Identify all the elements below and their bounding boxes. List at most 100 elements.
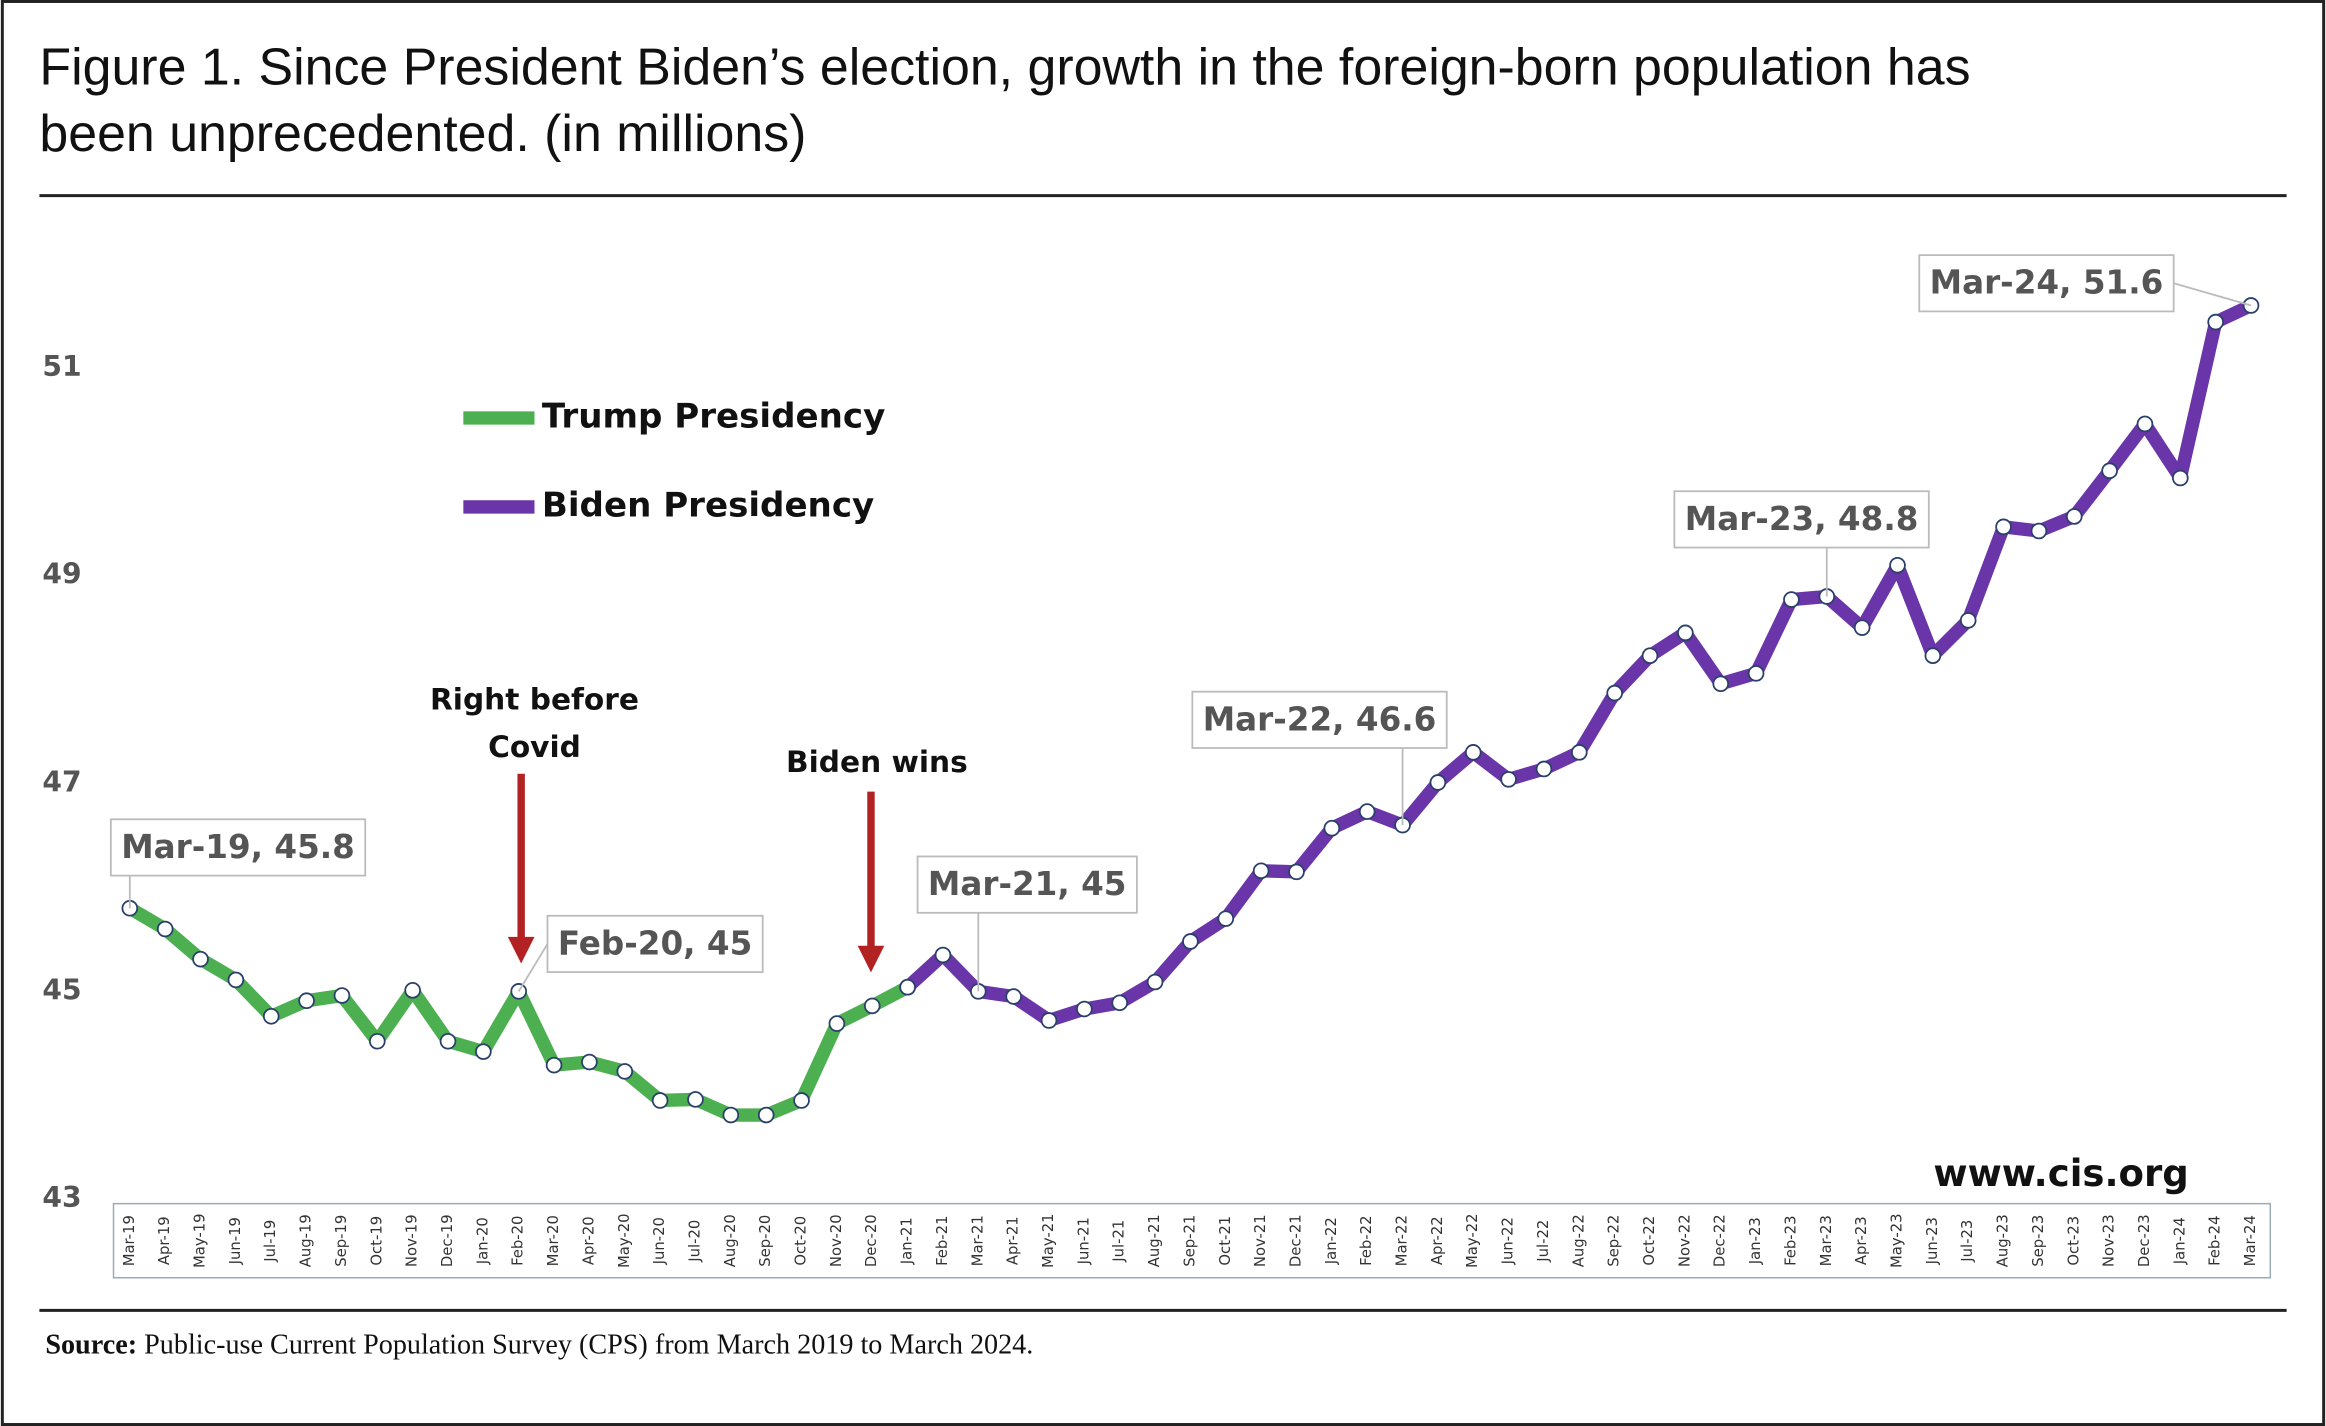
x-tick-label: Apr-23	[1853, 1216, 1870, 1265]
data-label: Feb-20, 45	[558, 924, 752, 962]
point	[1288, 863, 1305, 881]
point	[1571, 744, 1588, 761]
point	[1429, 774, 1447, 791]
point	[1783, 591, 1800, 608]
point	[1677, 624, 1694, 642]
x-tick-label: Mar-20	[545, 1215, 562, 1266]
point	[404, 982, 421, 999]
x-tick-label: Apr-22	[1429, 1216, 1446, 1265]
point	[1323, 819, 1341, 837]
x-tick-label: Feb-24	[2207, 1215, 2224, 1265]
point	[581, 1053, 598, 1071]
point	[651, 1092, 669, 1109]
y-tick-label: 49	[42, 558, 81, 591]
x-tick-label: Sep-21	[1181, 1215, 1198, 1267]
x-tick-label: May-21	[1040, 1213, 1057, 1268]
x-tick-label: Mar-23	[1818, 1215, 1835, 1266]
point	[1712, 675, 1730, 693]
x-tick-label: Sep-19	[333, 1215, 350, 1267]
data-label: Mar-23, 48.8	[1685, 500, 1919, 538]
point	[863, 997, 881, 1015]
x-tick-label: Jul-22	[1535, 1220, 1552, 1263]
x-tick-label: Oct-23	[2065, 1216, 2082, 1266]
annotation: Right before	[430, 682, 639, 717]
chart-title: been unprecedented. (in millions)	[39, 104, 806, 162]
leader-line	[517, 943, 549, 992]
x-tick-label: Dec-19	[439, 1214, 456, 1267]
point	[793, 1092, 810, 1109]
x-tick-label: Dec-20	[863, 1214, 880, 1267]
point	[2136, 415, 2154, 433]
x-tick-label: Apr-21	[1005, 1216, 1022, 1265]
x-tick-label: Oct-20	[793, 1216, 810, 1266]
value-label: Mar-21, 45	[916, 855, 1138, 992]
x-tick-label: Jun-22	[1500, 1217, 1517, 1265]
label-box	[1191, 690, 1448, 749]
legend-label: Biden Presidency	[542, 485, 874, 525]
point	[1358, 803, 1376, 820]
point	[1995, 518, 2012, 536]
point	[1217, 910, 1235, 927]
x-tick-label: Nov-22	[1676, 1214, 1693, 1267]
point	[1959, 612, 1977, 629]
x-tick-label: Nov-19	[404, 1214, 421, 1267]
label-box	[916, 855, 1138, 914]
point	[1500, 771, 1517, 788]
x-tick-label: Oct-19	[368, 1216, 385, 1266]
point	[2172, 469, 2189, 487]
point	[899, 978, 916, 996]
x-tick-label: Dec-21	[1287, 1214, 1304, 1267]
point	[2030, 522, 2048, 540]
x-tick-label: Jan-22	[1323, 1217, 1340, 1265]
point	[1641, 647, 1659, 664]
x-tick-label: Jan-21	[899, 1217, 916, 1265]
y-tick-label: 45	[42, 973, 81, 1006]
x-tick-label: Feb-21	[934, 1215, 951, 1265]
source-text: Public-use Current Population Survey (CP…	[137, 1330, 1033, 1361]
annotation: Covid	[488, 729, 581, 764]
leader-line	[2173, 282, 2252, 307]
point	[1535, 760, 1553, 778]
x-tick-label: Jun-21	[1075, 1217, 1092, 1265]
x-tick-label: Aug-21	[1146, 1214, 1163, 1267]
x-tick-label: Jan-23	[1747, 1217, 1764, 1265]
point	[687, 1091, 704, 1108]
x-tick-label: Jul-21	[1111, 1220, 1128, 1263]
x-tick-label: Nov-21	[1252, 1214, 1269, 1267]
x-tick-label: Sep-22	[1606, 1215, 1623, 1267]
data-label: Mar-21, 45	[928, 865, 1127, 903]
label-box	[1673, 490, 1930, 549]
point	[722, 1106, 740, 1124]
value-label: Mar-22, 46.6	[1191, 690, 1448, 826]
x-tick-label: Mar-19	[121, 1215, 138, 1266]
value-label: Feb-20, 45	[517, 914, 764, 992]
x-tick-label: Mar-22	[1394, 1215, 1411, 1266]
point	[1111, 994, 1129, 1012]
point	[1076, 1000, 1093, 1018]
y-tick-label: 51	[42, 350, 81, 383]
x-tick-label: Nov-20	[828, 1214, 845, 1267]
x-tick-label: Apr-20	[580, 1216, 597, 1265]
point	[828, 1015, 846, 1032]
point	[1005, 988, 1022, 1005]
x-tick-label: Dec-22	[1712, 1214, 1729, 1267]
point	[2065, 508, 2083, 525]
source-label: Source:	[45, 1330, 137, 1361]
y-tick-label: 47	[42, 766, 81, 799]
point	[934, 946, 952, 964]
x-tick-label: Jun-19	[227, 1217, 244, 1265]
source: Source: Public-use Current Population Su…	[45, 1330, 1033, 1361]
x-tick-label: Apr-19	[156, 1216, 173, 1265]
x-tick-label: Jan-24	[2171, 1217, 2188, 1265]
data-label: Mar-19, 45.8	[121, 828, 355, 866]
x-tick-label: Mar-21	[969, 1215, 986, 1266]
x-tick-label: May-23	[1888, 1213, 1905, 1268]
x-tick-label: Feb-20	[510, 1215, 527, 1265]
x-tick-label: Aug-20	[722, 1214, 739, 1267]
x-tick-label: Jan-20	[474, 1217, 491, 1265]
point	[262, 1008, 280, 1025]
point	[616, 1063, 634, 1080]
